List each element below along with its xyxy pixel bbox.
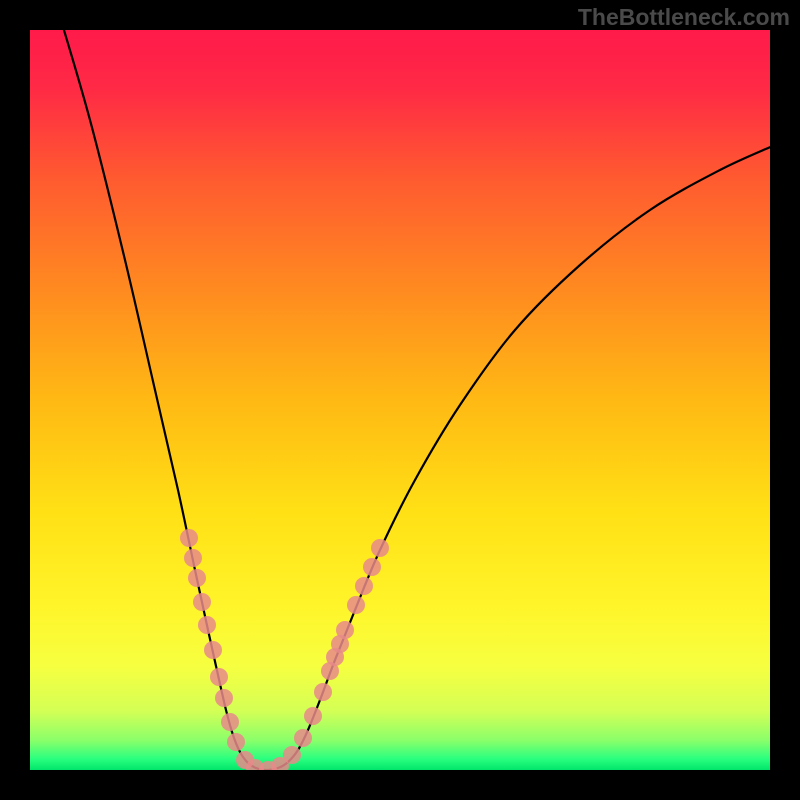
data-marker: [304, 707, 322, 725]
data-marker: [336, 621, 354, 639]
chart-svg: [30, 30, 770, 770]
plot-area: [30, 30, 770, 770]
data-marker: [204, 641, 222, 659]
data-marker: [371, 539, 389, 557]
data-marker: [188, 569, 206, 587]
data-marker: [198, 616, 216, 634]
data-marker: [193, 593, 211, 611]
data-marker: [215, 689, 233, 707]
data-marker: [363, 558, 381, 576]
data-marker: [180, 529, 198, 547]
data-marker: [294, 729, 312, 747]
data-marker: [227, 733, 245, 751]
watermark-text: TheBottleneck.com: [578, 4, 790, 31]
data-marker: [221, 713, 239, 731]
chart-container: TheBottleneck.com: [0, 0, 800, 800]
data-marker: [355, 577, 373, 595]
data-marker: [283, 746, 301, 764]
data-marker: [347, 596, 365, 614]
data-marker: [210, 668, 228, 686]
data-marker: [184, 549, 202, 567]
bottleneck-curve: [58, 30, 770, 770]
data-marker: [314, 683, 332, 701]
